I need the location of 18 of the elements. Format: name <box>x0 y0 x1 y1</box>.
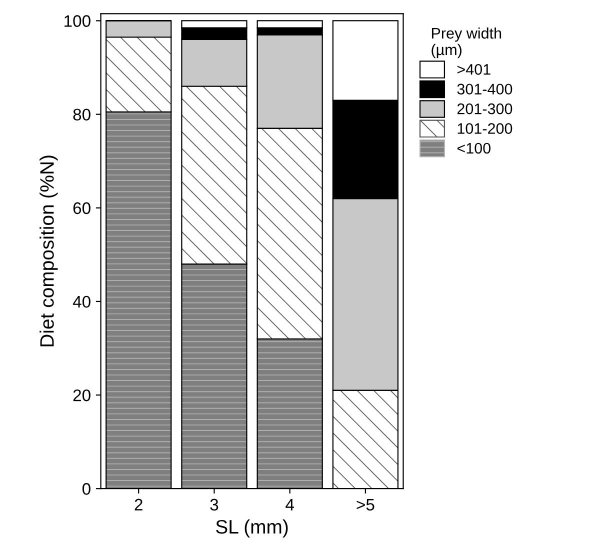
y-tick-label: 80 <box>73 108 90 121</box>
legend-label: >401 <box>457 64 490 75</box>
x-tick-label: 2 <box>134 498 142 510</box>
y-tick-label: 40 <box>72 296 90 308</box>
x-tick-label: 4 <box>286 498 294 510</box>
y-tick-label: 0 <box>82 483 90 495</box>
x-tick-label: >5 <box>356 498 374 511</box>
y-tick-label: 100 <box>64 15 90 27</box>
legend-label: <100 <box>457 142 490 154</box>
legend-title: Prey width (µm) <box>432 27 502 58</box>
legend-label: 101-200 <box>458 123 512 134</box>
y-axis-title: Diet composition (%N) <box>40 156 58 346</box>
y-tick-label: 60 <box>73 202 90 214</box>
legend-label: 201-300 <box>457 103 512 114</box>
x-axis-title: SL (mm) <box>216 519 288 538</box>
x-tick-label: 3 <box>210 498 218 511</box>
y-tick-label: 20 <box>73 389 90 402</box>
legend-label: 301-400 <box>457 84 512 95</box>
